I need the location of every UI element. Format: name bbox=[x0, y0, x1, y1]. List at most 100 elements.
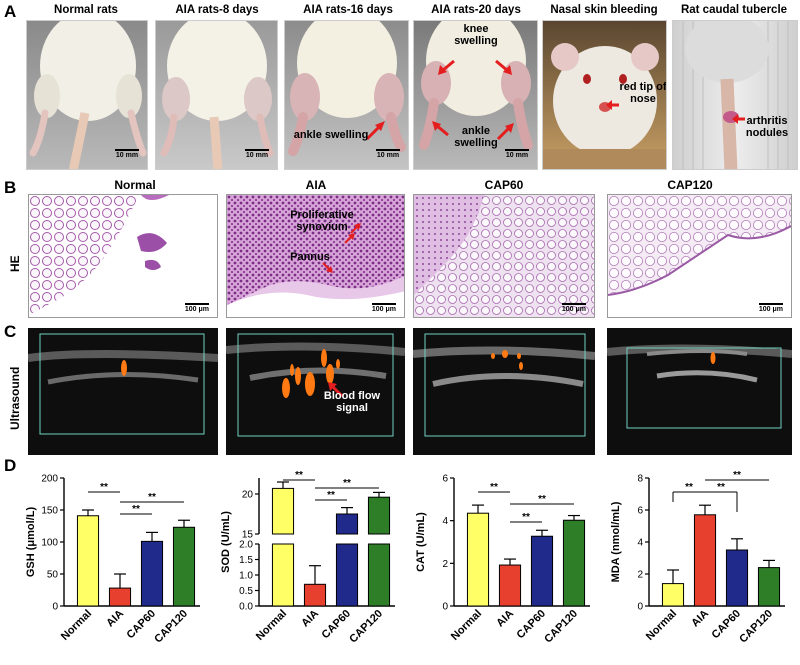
y-tick-label: 0.5 bbox=[239, 586, 253, 597]
y-tick-label: 15 bbox=[242, 530, 254, 541]
red-arrow-icon bbox=[328, 382, 344, 398]
y-tick-label: 1.0 bbox=[239, 571, 253, 582]
scale-bar: 100 μm bbox=[759, 303, 783, 313]
y-tick-label: 4 bbox=[442, 516, 448, 527]
annotation-pannus: Pannus bbox=[290, 251, 330, 263]
bar bbox=[76, 515, 100, 607]
bar bbox=[303, 583, 327, 607]
x-tick-label: AIA bbox=[494, 608, 516, 630]
annotation-ankle-swelling: ankle swelling bbox=[454, 125, 498, 149]
annotation-arthritis-nodules: arthritis nodules bbox=[745, 115, 789, 139]
y-tick-label: 50 bbox=[47, 570, 59, 581]
annotation-blood-flow-signal: Blood flow signal bbox=[323, 390, 381, 414]
x-tick-label: CAP120 bbox=[347, 608, 385, 646]
scale-bar: 10 mm bbox=[505, 149, 529, 159]
scale-bar: 10 mm bbox=[115, 149, 139, 159]
bar bbox=[530, 535, 554, 607]
x-tick-label: AIA bbox=[689, 608, 711, 630]
x-tick-label: AIA bbox=[104, 608, 126, 630]
scale-bar: 100 μm bbox=[372, 303, 396, 313]
tissue-illustration bbox=[608, 195, 791, 296]
scale-bar: 100 μm bbox=[185, 303, 209, 313]
red-arrow-icon bbox=[606, 100, 619, 110]
scale-bar: 10 mm bbox=[376, 149, 400, 159]
bar bbox=[335, 513, 359, 535]
y-axis-label: CAT (U/mL) bbox=[415, 512, 427, 572]
significance-label: ** bbox=[490, 482, 498, 493]
annotation-knee-swelling: knee swelling bbox=[454, 23, 498, 47]
red-arrow-icon bbox=[495, 59, 512, 75]
red-arrow-icon bbox=[365, 121, 385, 141]
ultrasound-illustration bbox=[226, 333, 405, 437]
photo-title-aia8: AIA rats-8 days bbox=[175, 4, 259, 16]
bar bbox=[661, 583, 685, 607]
y-axis-label: MDA (nmol/mL) bbox=[610, 501, 622, 582]
ultrasound-image-cap60 bbox=[413, 328, 595, 455]
rat-illustration bbox=[419, 21, 533, 150]
significance-label: ** bbox=[327, 490, 335, 501]
photo-title-aia16: AIA rats-16 days bbox=[303, 4, 393, 16]
significance-label: ** bbox=[343, 478, 351, 489]
row-label-he: HE bbox=[8, 255, 22, 272]
scale-bar: 100 μm bbox=[562, 303, 586, 313]
chart-sod: 0.0 0.5 1.0 1.5 2.015 20 SOD (U/mL) Normal AIA CA… bbox=[220, 470, 395, 646]
significance-label: ** bbox=[685, 482, 693, 493]
y-tick-label: 4 bbox=[637, 538, 643, 549]
y-tick-label: 2 bbox=[637, 570, 643, 581]
y-tick-label: 8 bbox=[637, 474, 643, 485]
he-title-aia: AIA bbox=[305, 178, 327, 192]
x-tick-label: CAP120 bbox=[737, 608, 775, 646]
ultrasound-illustration bbox=[28, 333, 218, 435]
bar bbox=[172, 526, 196, 607]
photo-title-caudal: Rat caudal tubercle bbox=[680, 4, 788, 16]
panel-label-c: C bbox=[4, 322, 17, 341]
x-tick-label: AIA bbox=[299, 608, 321, 630]
significance-label: ** bbox=[717, 482, 725, 493]
y-tick-label: 150 bbox=[41, 506, 58, 517]
significance-label: ** bbox=[132, 504, 140, 515]
he-image-normal: 100 μm bbox=[28, 194, 218, 318]
significance-label: ** bbox=[733, 470, 741, 481]
he-image-cap60: 100 μm bbox=[413, 194, 595, 318]
row-label-ultrasound: Ultrasound bbox=[8, 366, 22, 430]
annotation-red-tip-of-nose: red tip of nose bbox=[619, 81, 667, 105]
photo-caudal-tubercle: arthritis nodules bbox=[672, 20, 798, 170]
red-arrow-icon bbox=[732, 114, 745, 124]
x-tick-label: Normal bbox=[449, 608, 484, 643]
x-tick-label: Normal bbox=[254, 608, 289, 643]
y-tick-label: 0.0 bbox=[239, 602, 253, 613]
panel-label-b: B bbox=[4, 178, 17, 197]
he-image-aia: Proliferative synovium Pannus 100 μm bbox=[226, 194, 405, 318]
he-title-normal: Normal bbox=[114, 178, 156, 192]
tissue-illustration bbox=[29, 195, 169, 315]
he-image-cap120: 100 μm bbox=[607, 194, 792, 318]
red-arrow-icon bbox=[350, 223, 361, 234]
rat-illustration bbox=[160, 21, 274, 169]
panel-label-a: A bbox=[4, 2, 17, 21]
photo-title-nasal: Nasal skin bleeding bbox=[550, 4, 658, 16]
ultrasound-image-aia: Blood flow signal bbox=[226, 328, 405, 455]
bar bbox=[367, 496, 391, 535]
red-arrow-icon bbox=[344, 233, 355, 244]
bar bbox=[271, 543, 295, 607]
ultrasound-illustration bbox=[607, 344, 792, 429]
rat-tail-illustration bbox=[682, 21, 789, 169]
he-title-cap120: CAP120 bbox=[667, 178, 713, 192]
scale-bar: 10 mm bbox=[245, 149, 269, 159]
red-arrow-icon bbox=[432, 121, 449, 137]
bar bbox=[562, 519, 586, 607]
significance-label: ** bbox=[538, 494, 546, 505]
rat-face-illustration bbox=[543, 43, 666, 169]
photo-aia8-rat: 10 mm bbox=[155, 20, 278, 170]
rat-illustration bbox=[29, 21, 147, 169]
significance-label: ** bbox=[295, 470, 303, 481]
y-tick-label: 6 bbox=[442, 474, 448, 485]
x-tick-label: Normal bbox=[59, 608, 94, 643]
y-tick-label: 6 bbox=[637, 506, 643, 517]
y-tick-label: 1.5 bbox=[239, 555, 253, 566]
photo-aia16-rat: ankle swelling 10 mm bbox=[284, 20, 409, 170]
red-arrow-icon bbox=[438, 59, 455, 75]
